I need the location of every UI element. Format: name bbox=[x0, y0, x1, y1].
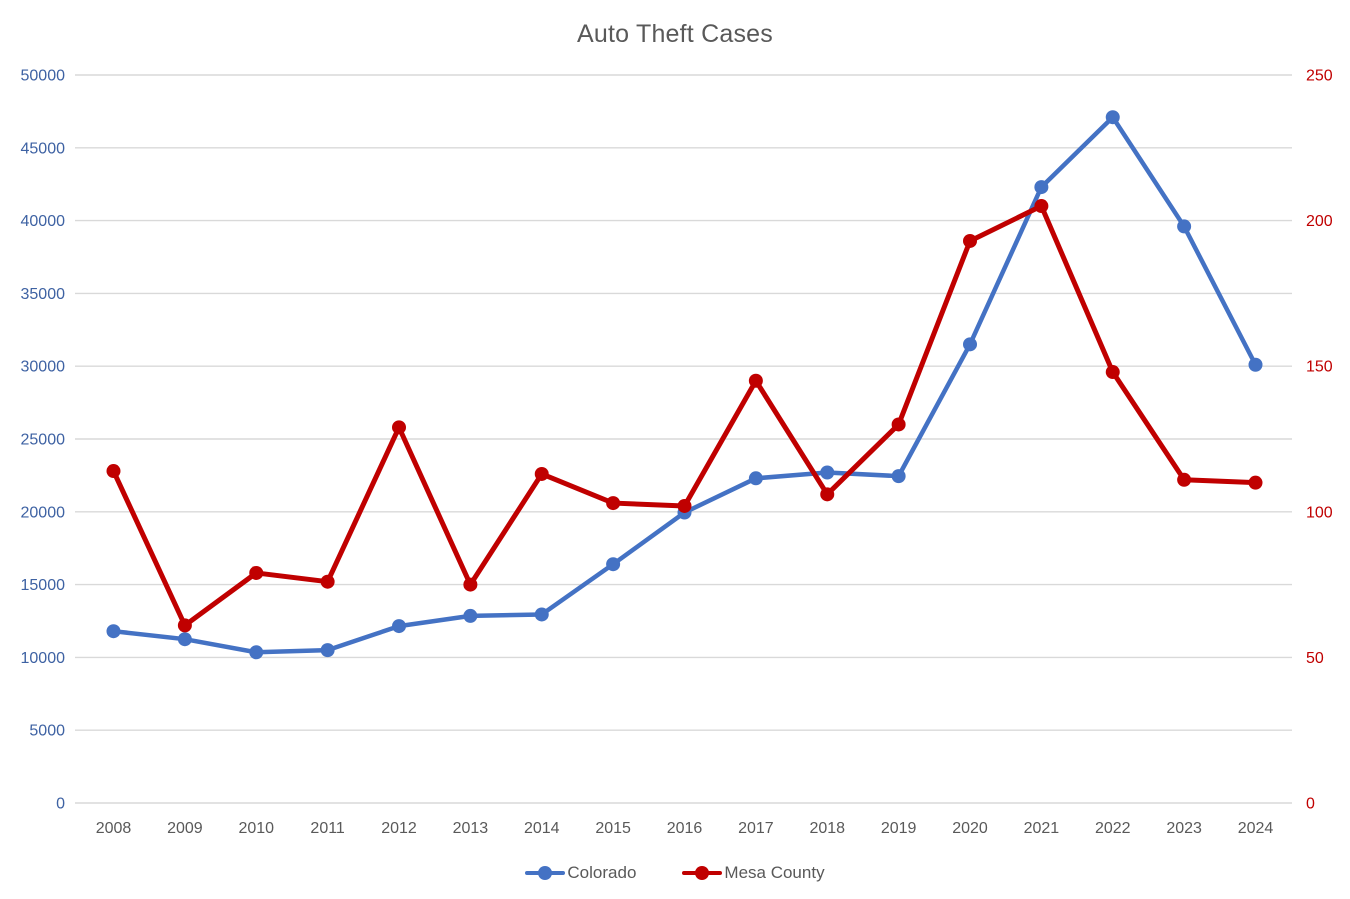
data-point-mesa-county[interactable] bbox=[1177, 472, 1192, 487]
x-axis-year-label: 2008 bbox=[96, 820, 132, 837]
x-axis-year-label: 2019 bbox=[881, 820, 917, 837]
x-axis-year-label: 2023 bbox=[1166, 820, 1202, 837]
data-point-mesa-county[interactable] bbox=[249, 565, 264, 580]
left-axis-tick-label: 5000 bbox=[29, 723, 65, 740]
data-point-colorado[interactable] bbox=[177, 632, 192, 647]
chart-legend: Colorado Mesa County bbox=[0, 863, 1350, 883]
x-axis-year-label: 2018 bbox=[809, 820, 845, 837]
legend-label-mesa-county: Mesa County bbox=[724, 863, 825, 882]
legend-item-colorado[interactable]: Colorado bbox=[525, 863, 636, 883]
data-point-mesa-county[interactable] bbox=[677, 498, 692, 513]
right-axis-tick-label: 250 bbox=[1306, 68, 1333, 85]
left-axis-tick-label: 45000 bbox=[21, 140, 66, 157]
data-point-colorado[interactable] bbox=[748, 471, 763, 486]
x-axis-year-label: 2014 bbox=[524, 820, 560, 837]
x-axis-year-label: 2011 bbox=[310, 820, 345, 837]
data-point-mesa-county[interactable] bbox=[320, 574, 335, 589]
left-axis-tick-label: 15000 bbox=[21, 577, 66, 594]
mesa-county-line-marker-icon bbox=[682, 866, 723, 880]
data-point-mesa-county[interactable] bbox=[1105, 365, 1120, 380]
data-point-mesa-county[interactable] bbox=[392, 420, 406, 435]
series-line-colorado[interactable] bbox=[111, 114, 1258, 655]
data-point-colorado[interactable] bbox=[320, 643, 335, 658]
data-point-mesa-county[interactable] bbox=[106, 464, 121, 479]
data-point-colorado[interactable] bbox=[392, 619, 406, 634]
data-point-colorado[interactable] bbox=[1177, 219, 1192, 234]
data-point-colorado[interactable] bbox=[249, 645, 264, 660]
left-axis-tick-label: 40000 bbox=[21, 213, 66, 230]
data-point-mesa-county[interactable] bbox=[463, 577, 478, 592]
right-axis-tick-label: 50 bbox=[1306, 650, 1324, 667]
left-axis-tick-label: 0 bbox=[56, 796, 65, 813]
left-axis-tick-label: 10000 bbox=[21, 650, 66, 667]
data-point-colorado[interactable] bbox=[606, 557, 621, 572]
data-point-mesa-county[interactable] bbox=[820, 487, 835, 502]
x-axis-year-label: 2015 bbox=[595, 820, 631, 837]
data-point-colorado[interactable] bbox=[1034, 180, 1049, 195]
right-axis-tick-label: 200 bbox=[1306, 213, 1333, 230]
legend-label-colorado: Colorado bbox=[567, 863, 637, 882]
right-axis-tick-label: 150 bbox=[1306, 359, 1333, 376]
data-point-colorado[interactable] bbox=[820, 465, 835, 480]
x-axis-year-label: 2020 bbox=[952, 820, 988, 837]
x-axis-year-label: 2024 bbox=[1238, 820, 1274, 837]
data-point-mesa-county[interactable] bbox=[748, 373, 763, 388]
left-axis-tick-label: 25000 bbox=[21, 432, 66, 449]
data-point-colorado[interactable] bbox=[463, 608, 478, 623]
right-axis-tick-label: 0 bbox=[1306, 796, 1315, 813]
data-point-colorado[interactable] bbox=[534, 607, 549, 622]
data-point-colorado[interactable] bbox=[1248, 357, 1263, 372]
data-point-mesa-county[interactable] bbox=[606, 496, 621, 511]
colorado-line-marker-icon bbox=[525, 866, 566, 880]
legend-item-mesa-county[interactable]: Mesa County bbox=[682, 863, 825, 883]
data-point-mesa-county[interactable] bbox=[1034, 199, 1049, 214]
chart-title: Auto Theft Cases bbox=[577, 20, 773, 48]
left-axis-tick-label: 30000 bbox=[21, 359, 66, 376]
data-point-mesa-county[interactable] bbox=[1248, 475, 1263, 490]
data-point-mesa-county[interactable] bbox=[177, 618, 192, 633]
data-point-mesa-county[interactable] bbox=[963, 233, 977, 248]
data-point-colorado[interactable] bbox=[1105, 110, 1120, 125]
x-axis-year-label: 2022 bbox=[1095, 820, 1131, 837]
x-axis-year-label: 2016 bbox=[667, 820, 703, 837]
right-axis-tick-label: 100 bbox=[1306, 504, 1333, 521]
x-axis-year-label: 2013 bbox=[453, 820, 489, 837]
data-point-colorado[interactable] bbox=[106, 624, 121, 639]
left-axis-tick-label: 20000 bbox=[21, 504, 66, 521]
x-axis-year-label: 2021 bbox=[1024, 820, 1060, 837]
left-axis-tick-label: 50000 bbox=[21, 68, 66, 85]
series-line-mesa-county[interactable] bbox=[111, 203, 1258, 628]
x-axis-year-label: 2009 bbox=[167, 820, 203, 837]
x-axis-year-label: 2010 bbox=[238, 820, 274, 837]
data-point-mesa-county[interactable] bbox=[891, 417, 906, 432]
data-point-colorado[interactable] bbox=[891, 469, 906, 484]
x-axis-year-label: 2017 bbox=[738, 820, 774, 837]
x-axis-year-label: 2012 bbox=[381, 820, 417, 837]
data-point-colorado[interactable] bbox=[963, 337, 977, 352]
data-point-mesa-county[interactable] bbox=[534, 466, 549, 481]
left-axis-tick-label: 35000 bbox=[21, 286, 66, 303]
